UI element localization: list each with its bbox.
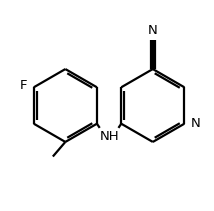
- Text: N: N: [148, 24, 158, 37]
- Text: NH: NH: [99, 130, 119, 143]
- Text: F: F: [20, 79, 28, 92]
- Text: N: N: [191, 117, 200, 130]
